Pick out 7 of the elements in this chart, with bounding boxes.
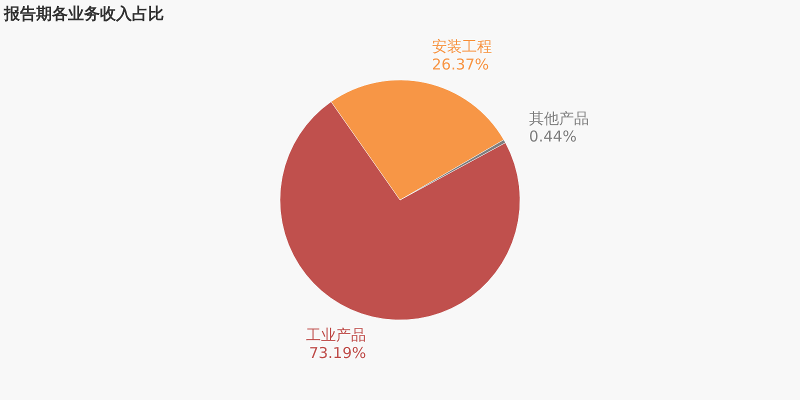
data-label: 26.37%: [432, 55, 490, 74]
slice-label: 其他产品: [529, 110, 590, 128]
data-label: 73.19%: [308, 344, 366, 362]
text: 报告期各业务收入占比: [3, 4, 164, 23]
slice-label: 安装工程: [432, 37, 492, 56]
data-label: 0.44%: [529, 128, 577, 146]
slice-label: 工业产品: [306, 326, 366, 344]
